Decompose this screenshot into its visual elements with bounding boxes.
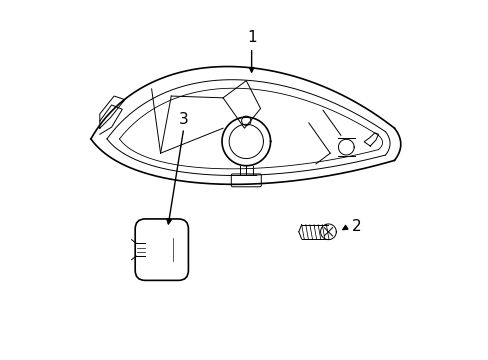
FancyBboxPatch shape [231, 174, 261, 187]
Text: 1: 1 [246, 30, 256, 45]
Text: 2: 2 [351, 219, 361, 234]
Text: 3: 3 [179, 112, 188, 127]
FancyBboxPatch shape [135, 219, 188, 280]
